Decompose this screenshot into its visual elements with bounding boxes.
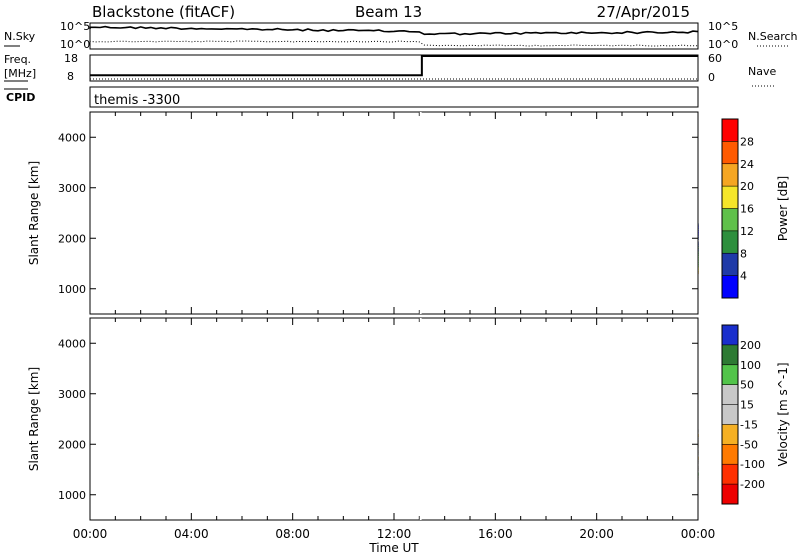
sky-noise-trace bbox=[89, 25, 699, 36]
noise-left-tick-top: 10^5 bbox=[60, 20, 90, 33]
nave-tick-top: 60 bbox=[708, 52, 722, 65]
beam-label: Beam 13 bbox=[355, 3, 422, 21]
search-noise-trace bbox=[89, 40, 699, 47]
cpid-label: CPID bbox=[6, 91, 35, 104]
noise-left-tick-bottom: 10^0 bbox=[60, 38, 90, 51]
frequency-trace bbox=[90, 55, 698, 77]
nave-tick-bottom: 0 bbox=[708, 71, 715, 84]
freq-tick-top: 18 bbox=[64, 52, 78, 65]
freq-tick-bottom: 8 bbox=[67, 70, 74, 83]
freq-panel-frame bbox=[89, 54, 699, 82]
noise-right-tick-bottom: 10^0 bbox=[708, 38, 738, 51]
plot-title: Blackstone (fitACF) bbox=[92, 3, 235, 21]
cpid-program: themis -3300 bbox=[94, 93, 180, 108]
nave-label: Nave bbox=[748, 65, 776, 78]
freq-unit: [MHz] bbox=[4, 67, 36, 80]
cpid-panel-frame bbox=[89, 86, 699, 108]
noise-right-label: N.Search bbox=[748, 30, 798, 43]
freq-label: Freq. bbox=[4, 53, 31, 66]
noise-panel-frame bbox=[89, 22, 699, 50]
noise-left-label: N.Sky bbox=[4, 30, 36, 43]
noise-right-tick-top: 10^5 bbox=[708, 20, 738, 33]
date-label: 27/Apr/2015 bbox=[597, 3, 690, 21]
